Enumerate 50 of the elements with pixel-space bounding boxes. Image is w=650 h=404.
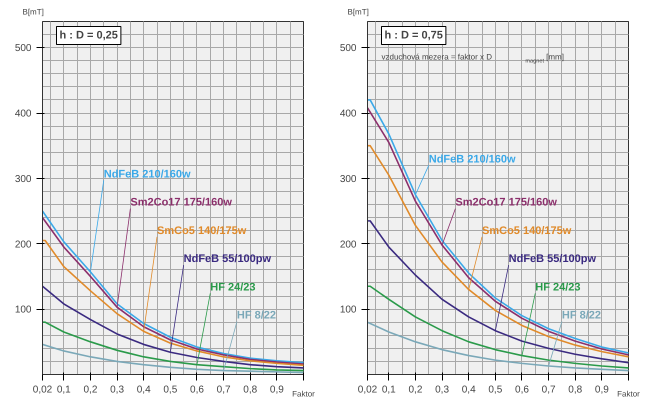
x-tick-label: 0,1 bbox=[56, 384, 72, 396]
text: h : D = 0,75 bbox=[384, 30, 443, 42]
x-tick-label: 0,6 bbox=[515, 384, 530, 396]
y-tick-label: 300 bbox=[14, 174, 32, 185]
x-axis-title: Faktor bbox=[617, 390, 640, 398]
text: Sm2Co17 175/160w bbox=[130, 196, 232, 209]
x-tick-label: 0,5 bbox=[488, 384, 503, 396]
y-tick-label: 500 bbox=[340, 43, 357, 54]
y-tick-label: 400 bbox=[340, 108, 357, 120]
text: NdFeB 55/100pw bbox=[184, 253, 272, 266]
x-tick-label: 0,8 bbox=[243, 384, 258, 396]
text: h : D = 0,25 bbox=[60, 30, 118, 42]
x-tick-label: 0,3 bbox=[435, 384, 450, 396]
y-tick-label: 400 bbox=[14, 108, 32, 120]
y-axis-title: B[mT] bbox=[22, 8, 44, 16]
y-tick-label: 100 bbox=[14, 304, 32, 316]
line-series bbox=[368, 144, 628, 358]
line-series bbox=[368, 220, 628, 364]
text: HF 24/23 bbox=[535, 281, 581, 294]
x-tick-label: 0,2 bbox=[83, 384, 98, 396]
y-tick-label: 200 bbox=[14, 239, 32, 250]
x-tick-label: 0,4 bbox=[136, 384, 152, 396]
text: Sm2Co17 175/160w bbox=[455, 196, 558, 209]
line-series bbox=[42, 240, 304, 366]
line-series bbox=[368, 321, 628, 372]
y-tick-label: 200 bbox=[340, 239, 357, 250]
x-tick-label: 0,2 bbox=[408, 384, 423, 396]
x-axis-title: Faktor bbox=[292, 390, 316, 398]
y-tick-label: 300 bbox=[340, 174, 357, 185]
x-tick-label: 0,7 bbox=[216, 384, 231, 396]
x-tick-label: 0,9 bbox=[594, 384, 610, 396]
x-tick-label: 0,3 bbox=[110, 384, 124, 396]
x-tick-label: 0,02 bbox=[32, 384, 53, 396]
text: NdFeB 210/160w bbox=[104, 168, 192, 180]
text: HF 24/23 bbox=[210, 281, 256, 294]
y-tick-label: 100 bbox=[340, 304, 357, 316]
x-tick-label: 0,6 bbox=[190, 384, 204, 396]
x-tick-label: 0,8 bbox=[568, 384, 583, 396]
x-tick-label: 0,1 bbox=[382, 384, 396, 396]
text: SmCo5 140/175w bbox=[482, 224, 572, 237]
text: NdFeB 55/100pw bbox=[508, 253, 597, 266]
y-axis-title: B[mT] bbox=[348, 8, 369, 16]
y-tick-label: 500 bbox=[14, 43, 32, 54]
text: SmCo5 140/175w bbox=[157, 224, 247, 237]
x-tick-label: 0,5 bbox=[163, 384, 178, 396]
x-tick-label: 0,02 bbox=[358, 384, 378, 396]
x-tick-label: 0,4 bbox=[462, 384, 476, 396]
text: NdFeB 210/160w bbox=[428, 153, 516, 166]
x-tick-label: 0,9 bbox=[270, 384, 284, 396]
x-tick-label: 0,7 bbox=[542, 384, 556, 396]
